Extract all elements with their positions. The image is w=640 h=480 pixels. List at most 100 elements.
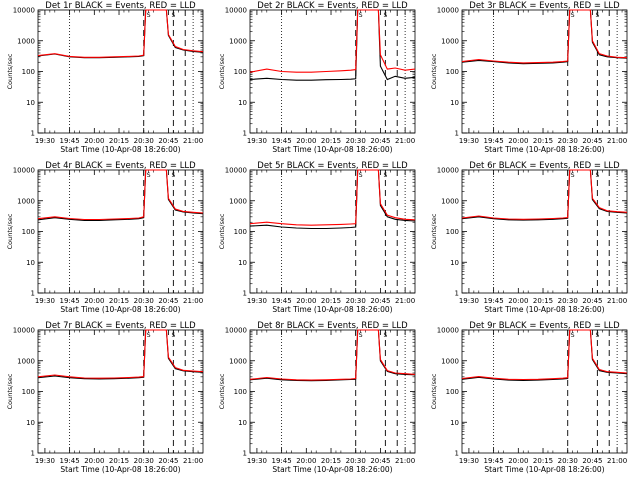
y-tick-label: 1: [31, 450, 35, 458]
y-tick-label: 1000: [229, 357, 247, 365]
x-tick-label: 20:30: [346, 457, 366, 465]
x-tick-label: 21:00: [395, 137, 415, 145]
y-tick-label: 100: [22, 388, 35, 396]
y-tick-label: 10000: [437, 167, 459, 175]
series-lld-line: [461, 329, 628, 381]
x-tick-label: 19:30: [35, 457, 55, 465]
y-tick-label: 10: [26, 259, 35, 267]
panel-3: Det 3r BLACK = Events, RED = LLD 1 10 100 10…: [430, 1, 628, 154]
x-tick-label: 21:00: [395, 457, 415, 465]
x-tick-label: 20:15: [533, 457, 553, 465]
y-tick-label: 10: [238, 259, 247, 267]
x-tick-label: 19:45: [272, 297, 292, 305]
series-lld-line: [249, 9, 416, 73]
x-tick-label: 20:00: [508, 297, 528, 305]
x-tick-label: 20:30: [134, 457, 154, 465]
series-events-line: [461, 329, 628, 381]
x-tick-label: 20:00: [84, 137, 104, 145]
y-tick-label: 10000: [225, 327, 247, 335]
saa-marker-label: S: [383, 172, 387, 179]
y-axis-label: Counts/sec: [430, 213, 438, 249]
saa-marker-label: S: [171, 332, 175, 339]
series-lld-line: [37, 329, 204, 379]
x-axis-label: Start Time (10-Apr-08 18:26:00): [484, 145, 604, 154]
plot-frame: [37, 329, 204, 454]
y-tick-label: 1000: [229, 197, 247, 205]
y-tick-label: 1: [455, 130, 459, 138]
x-tick-label: 20:00: [508, 457, 528, 465]
series-events-line: [249, 329, 416, 382]
y-tick-label: 10000: [225, 7, 247, 15]
y-tick-label: 100: [22, 68, 35, 76]
x-tick-label: 20:45: [158, 457, 178, 465]
x-tick-label: 20:30: [346, 297, 366, 305]
x-tick-label: 20:15: [533, 297, 553, 305]
series-lld-line: [249, 169, 416, 226]
y-tick-label: 1000: [441, 37, 459, 45]
x-axis-label: Start Time (10-Apr-08 18:26:00): [60, 465, 180, 474]
x-tick-label: 20:00: [84, 457, 104, 465]
x-tick-label: 20:15: [321, 457, 341, 465]
saa-marker-label: S: [359, 172, 363, 179]
x-tick-label: 20:30: [134, 137, 154, 145]
plot-frame: [249, 169, 416, 294]
x-tick-label: 19:30: [247, 137, 267, 145]
x-tick-label: 20:00: [296, 297, 316, 305]
x-tick-label: 19:45: [484, 297, 504, 305]
y-axis-label: Counts/sec: [6, 213, 14, 249]
y-tick-label: 10000: [13, 167, 35, 175]
y-tick-label: 1000: [441, 197, 459, 205]
panel-2: Det 2r BLACK = Events, RED = LLD 1 10 100 10…: [218, 1, 416, 154]
y-tick-label: 1000: [17, 357, 35, 365]
panel-5: Det 5r BLACK = Events, RED = LLD 1 10 100 10…: [218, 161, 416, 314]
x-tick-label: 20:30: [346, 137, 366, 145]
x-axis-label: Start Time (10-Apr-08 18:26:00): [60, 145, 180, 154]
x-tick-label: 20:15: [533, 137, 553, 145]
saa-marker-label: S: [595, 332, 599, 339]
x-axis-label: Start Time (10-Apr-08 18:26:00): [272, 465, 392, 474]
plot-frame: [461, 169, 628, 294]
series-lld-line: [37, 169, 204, 221]
x-tick-label: 20:45: [370, 457, 390, 465]
y-tick-label: 10: [238, 419, 247, 427]
y-tick-label: 10: [26, 419, 35, 427]
x-tick-label: 19:30: [459, 457, 479, 465]
x-tick-label: 20:15: [109, 457, 129, 465]
y-tick-label: 1000: [441, 357, 459, 365]
x-tick-label: 21:00: [607, 137, 627, 145]
y-axis-label: Counts/sec: [6, 53, 14, 89]
panel-title: Det 7r BLACK = Events, RED = LLD: [45, 321, 196, 331]
x-tick-label: 20:15: [109, 297, 129, 305]
y-tick-label: 100: [446, 228, 459, 236]
x-tick-label: 20:30: [558, 297, 578, 305]
y-tick-label: 10000: [225, 167, 247, 175]
saa-marker-label: S: [383, 12, 387, 19]
y-tick-label: 1: [243, 450, 247, 458]
x-tick-label: 20:45: [370, 137, 390, 145]
panel-title: Det 6r BLACK = Events, RED = LLD: [469, 161, 620, 171]
x-tick-label: 20:00: [296, 137, 316, 145]
saa-marker-label: S: [171, 12, 175, 19]
series-events-line: [461, 9, 628, 65]
x-axis-label: Start Time (10-Apr-08 18:26:00): [272, 305, 392, 314]
x-tick-label: 19:45: [484, 457, 504, 465]
x-axis-label: Start Time (10-Apr-08 18:26:00): [484, 465, 604, 474]
y-tick-label: 1: [243, 130, 247, 138]
x-tick-label: 21:00: [183, 137, 203, 145]
series-lld-line: [37, 9, 204, 58]
plot-frame: [37, 9, 204, 134]
y-tick-label: 100: [234, 228, 247, 236]
series-lld-line: [461, 169, 628, 220]
x-tick-label: 20:30: [134, 297, 154, 305]
x-tick-label: 21:00: [607, 297, 627, 305]
x-tick-label: 20:45: [582, 457, 602, 465]
series-events-line: [249, 169, 416, 230]
x-tick-label: 20:45: [582, 137, 602, 145]
series-events-line: [249, 9, 416, 81]
saa-marker-label: S: [595, 172, 599, 179]
x-axis-label: Start Time (10-Apr-08 18:26:00): [60, 305, 180, 314]
panel-7: Det 7r BLACK = Events, RED = LLD 1 10 100 10…: [6, 321, 204, 474]
y-axis-label: Counts/sec: [6, 373, 14, 409]
y-tick-label: 1: [31, 130, 35, 138]
panel-8: Det 8r BLACK = Events, RED = LLD 1 10 100 10…: [218, 321, 416, 474]
